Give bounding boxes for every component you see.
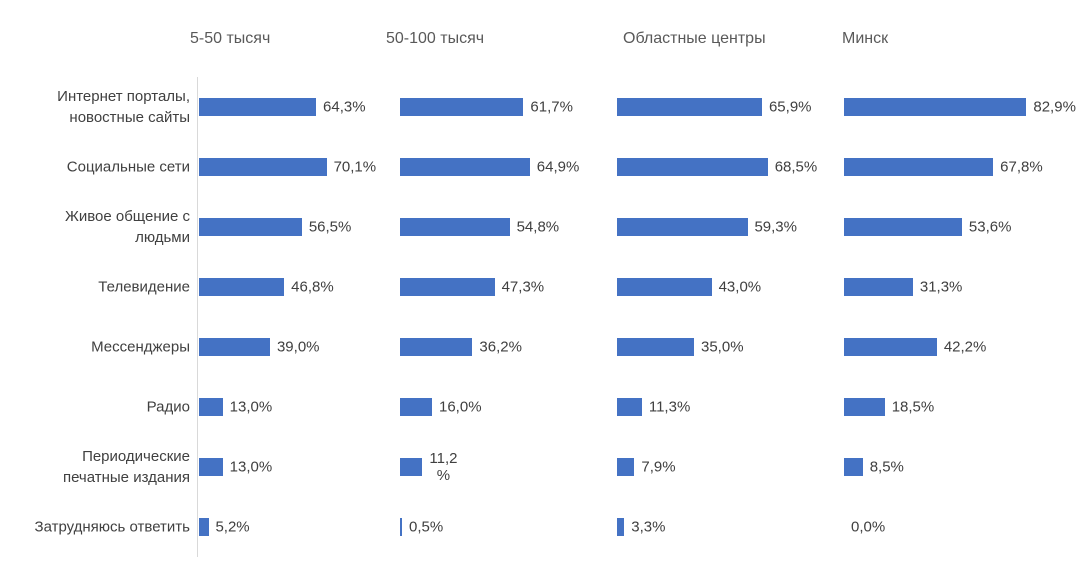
bar [199, 158, 327, 176]
category-label: Периодические печатные издания [62, 448, 190, 486]
bar [844, 158, 994, 176]
value-label: 68,5% [774, 158, 818, 176]
value-label: 39,0% [276, 338, 320, 356]
bar [199, 398, 223, 416]
value-label: 67,8% [1000, 158, 1043, 176]
bar [844, 458, 863, 476]
bar [199, 278, 285, 296]
value-label: 36,2% [479, 338, 522, 356]
value-label: 82,9% [1033, 98, 1076, 116]
bar [199, 338, 270, 356]
bar [199, 518, 209, 536]
category-label: Затрудняюсь ответить [34, 518, 190, 536]
bar [617, 338, 694, 356]
bar [844, 398, 885, 416]
value-label: 46,8% [291, 278, 334, 296]
value-label: 70,1% [333, 158, 377, 176]
bar [844, 218, 962, 236]
bar [844, 338, 937, 356]
bar [400, 338, 473, 356]
value-label: 43,0% [718, 278, 762, 296]
bar [400, 398, 432, 416]
value-label: 18,5% [891, 398, 935, 416]
value-label: 61,7% [530, 98, 573, 116]
category-label: Живое общение с людьми [64, 208, 190, 246]
bar [617, 98, 762, 116]
value-label: 35,0% [701, 338, 744, 356]
panel-header: Областные центры [623, 30, 766, 47]
value-label: 5,2% [215, 518, 250, 536]
value-label: 64,9% [536, 158, 580, 176]
bar [617, 218, 748, 236]
category-axis-line [197, 77, 198, 557]
value-label: 16,0% [439, 398, 482, 416]
value-label: 59,3% [754, 218, 797, 236]
value-label: 11,3% [648, 398, 691, 416]
value-label: 3,3% [631, 518, 666, 536]
category-label: Социальные сети [66, 158, 190, 176]
value-label: 56,5% [308, 218, 352, 236]
bar [400, 218, 510, 236]
bar [617, 278, 712, 296]
value-label: 64,3% [323, 98, 366, 116]
category-label: Интернет порталы, новостные сайты [57, 88, 190, 126]
value-label: 42,2% [943, 338, 987, 356]
bar [617, 398, 642, 416]
value-label: 13,0% [229, 458, 273, 476]
bar [199, 98, 316, 116]
value-label: 13,0% [229, 398, 273, 416]
value-label: 53,6% [968, 218, 1012, 236]
category-label: Телевидение [98, 278, 190, 296]
value-label: 0,5% [409, 518, 444, 536]
bar [400, 518, 402, 536]
value-label: 0,0% [851, 518, 886, 536]
panel-header: 5-50 тысяч [190, 30, 271, 47]
bar [844, 98, 1027, 116]
value-label: 54,8% [516, 218, 560, 236]
bar [400, 278, 495, 296]
bar [199, 218, 302, 236]
bar [400, 458, 423, 476]
panel-header: 50-100 тысяч [386, 30, 485, 47]
value-label: 11,2 % [429, 450, 458, 484]
value-label: 7,9% [641, 458, 676, 476]
bar [617, 518, 625, 536]
panel-header: Минск [842, 30, 889, 47]
bar [617, 458, 635, 476]
bar [844, 278, 913, 296]
bar [199, 458, 223, 476]
category-label: Мессенджеры [91, 338, 190, 356]
value-label: 47,3% [501, 278, 545, 296]
bar [617, 158, 768, 176]
value-label: 65,9% [768, 98, 812, 116]
bar [400, 98, 524, 116]
bar [400, 158, 530, 176]
value-label: 8,5% [869, 458, 904, 476]
value-label: 31,3% [919, 278, 963, 296]
category-label: Радио [146, 398, 190, 416]
